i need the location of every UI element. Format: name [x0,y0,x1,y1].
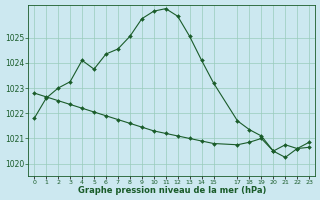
X-axis label: Graphe pression niveau de la mer (hPa): Graphe pression niveau de la mer (hPa) [77,186,266,195]
